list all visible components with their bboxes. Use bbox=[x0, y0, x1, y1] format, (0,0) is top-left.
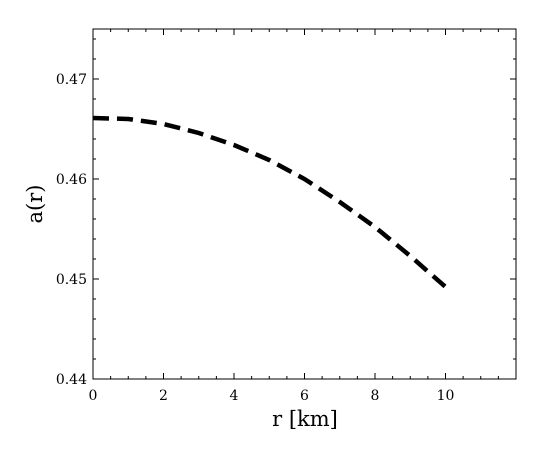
x-tick-label-2: 4 bbox=[230, 388, 239, 404]
series-line-0 bbox=[92, 115, 451, 292]
y-tick-label-0: 0.44 bbox=[56, 372, 87, 388]
x-tick-label-0: 0 bbox=[89, 388, 98, 404]
y-tick-label-2: 0.46 bbox=[56, 172, 87, 188]
y-axis-title: a(r) bbox=[23, 185, 47, 224]
x-tick-label-5: 10 bbox=[437, 388, 455, 404]
x-tick-label-1: 2 bbox=[159, 388, 168, 404]
series-layer bbox=[92, 115, 451, 292]
x-tick-label-3: 6 bbox=[300, 388, 309, 404]
plot-frame bbox=[92, 28, 517, 380]
x-axis-title: r [km] bbox=[272, 407, 338, 431]
y-tick-label-3: 0.47 bbox=[56, 72, 87, 88]
plot-area bbox=[93, 29, 516, 379]
x-tick-label-4: 8 bbox=[371, 388, 380, 404]
y-tick-label-1: 0.45 bbox=[56, 272, 87, 288]
